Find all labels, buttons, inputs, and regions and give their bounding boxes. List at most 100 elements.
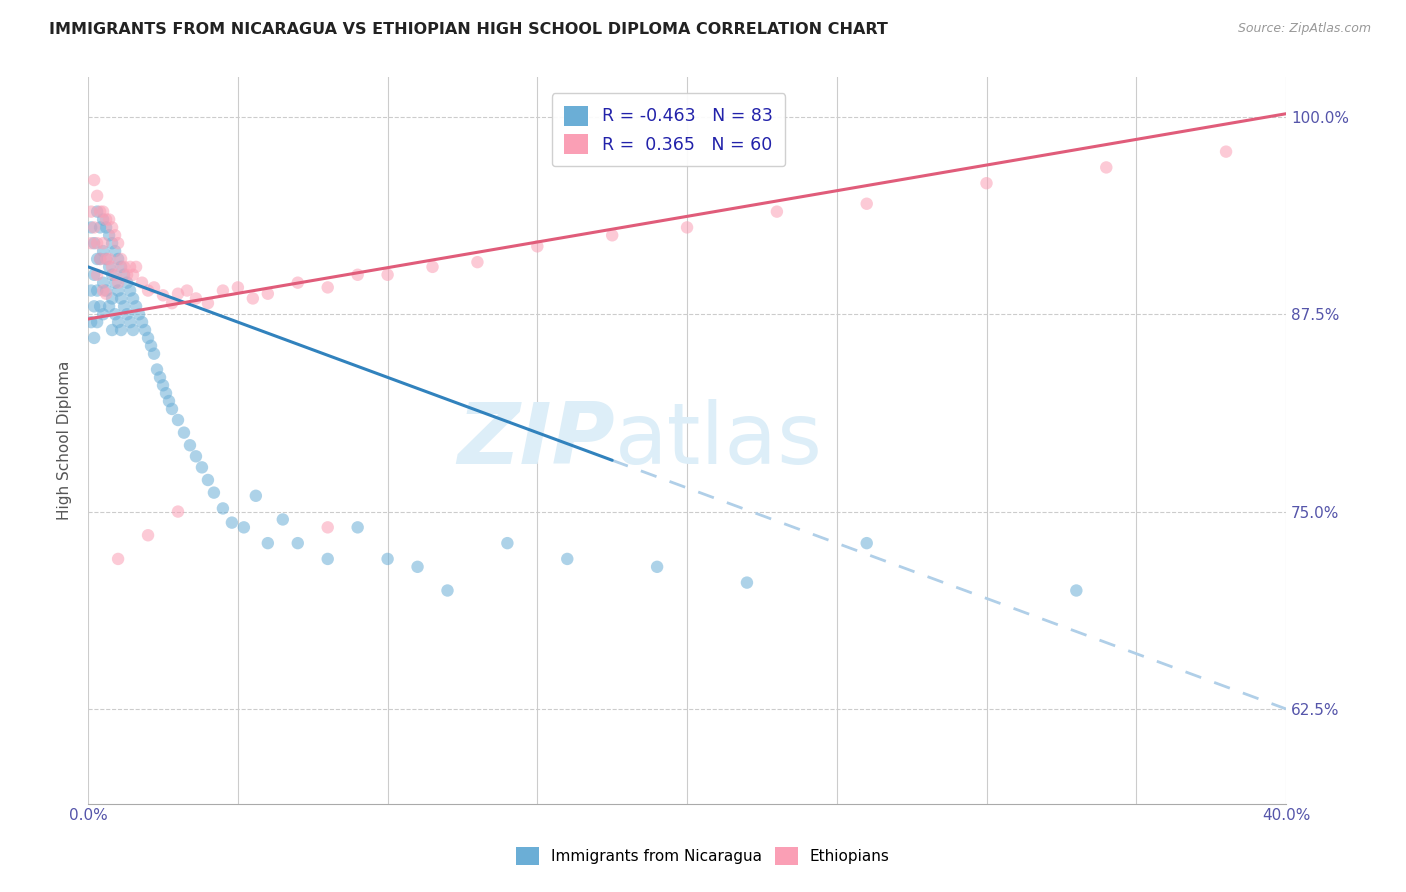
Point (232, 520, 254, 534)
Point (101, 260, 124, 274)
Point (86, 315, 108, 329)
Point (94, 252, 117, 266)
Point (160, 296, 183, 310)
Point (91, 276, 114, 290)
Text: Source: ZipAtlas.com: Source: ZipAtlas.com (1237, 22, 1371, 36)
Point (83, 299, 105, 313)
Point (422, 260, 444, 274)
Point (112, 299, 135, 313)
Point (94, 286, 117, 301)
Point (855, 196, 877, 211)
Point (125, 260, 148, 274)
Point (98, 228, 121, 243)
Point (146, 362, 169, 376)
Point (122, 323, 145, 337)
Point (346, 268, 368, 282)
Point (436, 583, 458, 598)
Point (83, 173, 105, 187)
Point (287, 276, 309, 290)
Point (86, 189, 108, 203)
Point (155, 386, 177, 401)
Point (167, 505, 190, 519)
Point (202, 485, 225, 500)
Point (80, 315, 103, 329)
Point (125, 299, 148, 313)
Point (112, 268, 135, 282)
Legend: Immigrants from Nicaragua, Ethiopians: Immigrants from Nicaragua, Ethiopians (510, 841, 896, 871)
Point (98, 299, 121, 313)
Point (83, 220, 105, 235)
Point (271, 512, 294, 526)
Point (197, 473, 219, 487)
Point (122, 268, 145, 282)
Point (107, 276, 129, 290)
Point (91, 244, 114, 258)
Text: ZIP: ZIP (457, 399, 616, 482)
Point (80, 236, 103, 251)
Point (467, 255, 489, 269)
Point (83, 331, 105, 345)
Point (377, 552, 399, 566)
Point (80, 220, 103, 235)
Point (89, 252, 111, 266)
Point (101, 236, 124, 251)
Point (104, 307, 127, 321)
Point (86, 268, 108, 282)
Point (377, 268, 399, 282)
Point (176, 284, 198, 298)
Point (94, 284, 117, 298)
Point (242, 292, 264, 306)
Point (101, 323, 124, 337)
Y-axis label: High School Diploma: High School Diploma (58, 361, 72, 520)
Point (256, 536, 278, 550)
Point (83, 236, 105, 251)
Point (110, 292, 132, 306)
Point (1095, 161, 1118, 175)
Point (91, 236, 114, 251)
Point (406, 559, 429, 574)
Point (115, 307, 138, 321)
Point (120, 284, 142, 298)
Point (101, 220, 124, 235)
Point (152, 378, 174, 392)
Point (110, 252, 132, 266)
Point (86, 236, 108, 251)
Point (976, 176, 998, 190)
Point (91, 307, 114, 321)
Point (98, 252, 121, 266)
Point (346, 520, 368, 534)
Point (134, 323, 156, 337)
Point (91, 204, 114, 219)
Point (104, 228, 127, 243)
Point (91, 212, 114, 227)
Point (80, 284, 103, 298)
Point (104, 244, 127, 258)
Point (226, 280, 249, 294)
Point (110, 323, 132, 337)
Point (101, 268, 124, 282)
Point (645, 559, 668, 574)
Point (128, 307, 150, 321)
Point (1215, 145, 1237, 159)
Point (735, 575, 758, 590)
Point (86, 204, 108, 219)
Point (104, 276, 127, 290)
Point (676, 220, 699, 235)
Point (855, 536, 877, 550)
Point (496, 536, 519, 550)
Point (212, 284, 235, 298)
Point (115, 276, 138, 290)
Point (136, 284, 159, 298)
Point (160, 401, 183, 416)
Point (167, 286, 190, 301)
Point (86, 284, 108, 298)
Point (107, 315, 129, 329)
Point (152, 288, 174, 302)
Point (131, 276, 153, 290)
Point (316, 280, 339, 294)
Point (184, 450, 207, 464)
Point (191, 460, 214, 475)
Point (139, 339, 162, 353)
Point (287, 536, 309, 550)
Text: IMMIGRANTS FROM NICARAGUA VS ETHIOPIAN HIGH SCHOOL DIPLOMA CORRELATION CHART: IMMIGRANTS FROM NICARAGUA VS ETHIOPIAN H… (49, 22, 889, 37)
